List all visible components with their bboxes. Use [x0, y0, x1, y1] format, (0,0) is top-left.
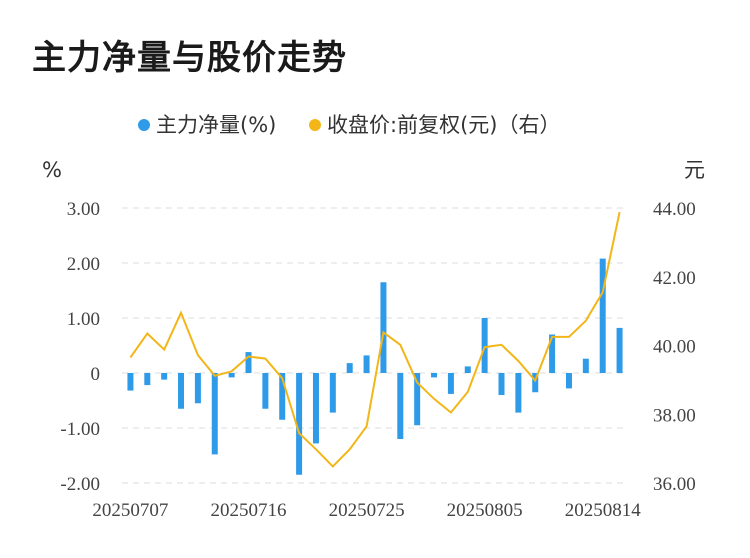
- net-volume-bar: [127, 373, 134, 391]
- net-volume-bar: [414, 373, 421, 426]
- left-axis-tick-label: 1.00: [67, 309, 100, 330]
- legend-marker-net-volume: [138, 119, 150, 131]
- legend-label-close-price: 收盘价:前复权(元)（右）: [327, 113, 560, 137]
- net-volume-bar: [279, 373, 286, 420]
- right-axis-tick-label: 44.00: [653, 199, 696, 220]
- net-volume-bar: [380, 282, 387, 373]
- x-axis-tick-label: 20250814: [565, 500, 642, 521]
- net-volume-bar: [582, 358, 589, 373]
- left-axis-tick-label: 3.00: [67, 199, 100, 220]
- net-volume-bar: [329, 373, 336, 413]
- net-volume-bar: [532, 373, 539, 393]
- right-axis-tick-label: 36.00: [653, 474, 696, 495]
- legend-label-net-volume: 主力净量(%): [156, 113, 276, 137]
- net-volume-bar: [194, 373, 201, 404]
- chart-title: 主力净量与股价走势: [32, 38, 347, 78]
- right-axis-unit: 元: [684, 158, 705, 182]
- left-axis-tick-label: 0: [91, 364, 101, 385]
- x-axis-tick-label: 20250707: [92, 500, 168, 521]
- net-volume-bar: [144, 373, 151, 386]
- net-volume-bar: [431, 373, 438, 378]
- net-volume-bar: [599, 258, 606, 373]
- net-volume-bar: [346, 363, 353, 373]
- left-axis-unit: %: [42, 158, 62, 182]
- net-volume-bar: [397, 373, 404, 439]
- left-axis-tick-label: 2.00: [67, 254, 100, 275]
- x-axis-tick-label: 20250716: [211, 500, 287, 521]
- left-axis-tick-label: -1.00: [60, 419, 100, 440]
- net-volume-bar: [363, 355, 370, 373]
- net-volume-bar: [515, 373, 522, 413]
- legend: 主力净量(%) 收盘价:前复权(元)（右）: [138, 113, 560, 137]
- right-axis-tick-label: 38.00: [653, 405, 696, 426]
- legend-marker-close-price: [309, 119, 321, 131]
- net-volume-bar: [245, 352, 252, 373]
- net-volume-bar: [211, 373, 218, 455]
- net-volume-bar: [481, 318, 488, 373]
- net-volume-bar: [161, 373, 168, 380]
- net-volume-bar: [498, 373, 505, 395]
- left-axis-tick-label: -2.00: [60, 474, 100, 495]
- net-volume-bar: [228, 373, 235, 378]
- net-volume-bar: [464, 366, 471, 373]
- x-axis-tick-label: 20250725: [329, 500, 405, 521]
- net-volume-bar: [447, 373, 454, 394]
- net-volume-bar: [262, 373, 269, 409]
- right-axis-tick-label: 40.00: [653, 337, 696, 358]
- net-volume-bar: [312, 373, 319, 444]
- net-volume-bar: [178, 373, 185, 409]
- net-volume-bar: [296, 373, 303, 475]
- x-axis-tick-label: 20250805: [447, 500, 523, 521]
- right-axis-tick-label: 42.00: [653, 268, 696, 289]
- net-volume-bar: [549, 334, 556, 373]
- net-volume-bar: [616, 327, 623, 373]
- net-volume-bar: [565, 373, 572, 389]
- close-price-line: [129, 211, 621, 468]
